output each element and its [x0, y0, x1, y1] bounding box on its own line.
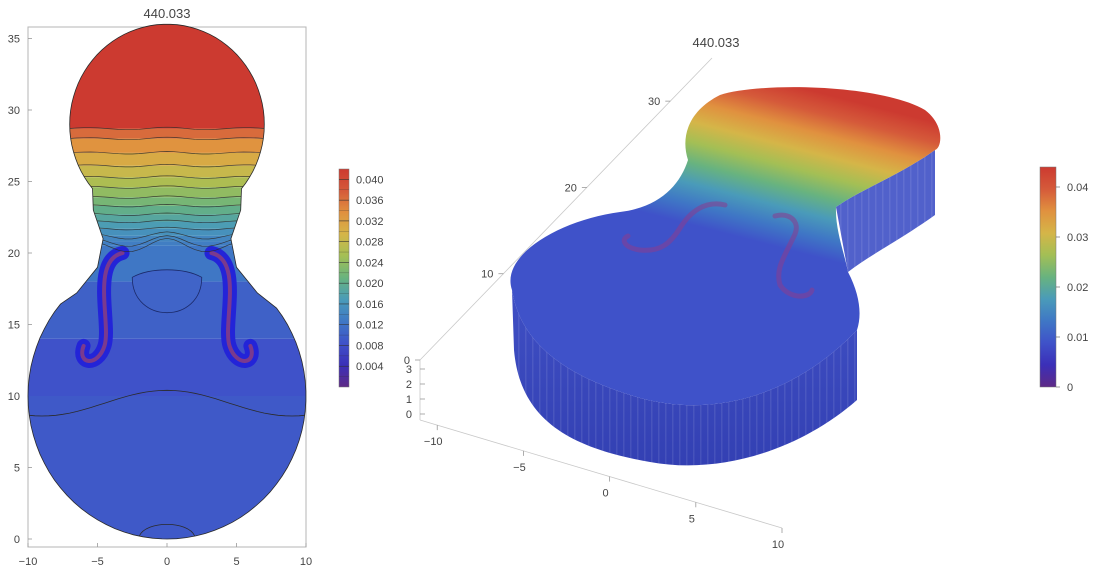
- colorbar-label-3d: 0.01: [1067, 332, 1088, 344]
- chart-title-3d: 440.033: [693, 35, 740, 50]
- density-band: [28, 396, 306, 539]
- colorbar-label-3d: 0: [1067, 382, 1073, 394]
- density-field: [27, 23, 307, 540]
- y-tick-label: 25: [8, 177, 20, 189]
- bounding-box: [419, 57, 783, 529]
- z-tick-label-3d: 0: [406, 409, 412, 421]
- slab-side-lower-stripes: [512, 290, 857, 466]
- colorbar-label: 0.032: [356, 216, 384, 228]
- colorbar-2d-labels: 0.040 0.036 0.032 0.028 0.024 0.020 0.016 0.012…: [356, 174, 384, 373]
- colorbar-label: 0.008: [356, 340, 384, 352]
- vortex-swirls: [75, 246, 259, 537]
- y-tick-label: 5: [14, 463, 20, 475]
- colorbar-label-3d: 0.02: [1067, 282, 1088, 294]
- x-tick-label: 10: [300, 556, 312, 568]
- x-tick-label: −10: [19, 556, 38, 568]
- y-tick-label: 30: [8, 105, 20, 117]
- domain-outline: [27, 23, 307, 540]
- density-band: [28, 24, 306, 129]
- colorbar-label-3d: 0.03: [1067, 232, 1088, 244]
- x-tick-label-3d: 0: [603, 488, 609, 500]
- x-tick-label-3d: 5: [689, 513, 695, 525]
- y-tick-label: 35: [8, 34, 20, 46]
- colorbar-label: 0.024: [356, 257, 384, 269]
- y-tick-label: 15: [8, 320, 20, 332]
- density-band: [28, 221, 306, 229]
- density-band: [28, 187, 306, 198]
- density-band: [28, 235, 306, 242]
- colorbar-label: 0.004: [356, 361, 384, 373]
- density-band: [28, 214, 306, 222]
- density-band: [28, 205, 306, 215]
- x-tick-label: 0: [164, 556, 170, 568]
- y-tick-label: 20: [8, 248, 20, 260]
- density-band: [28, 152, 306, 166]
- contour-line: [28, 151, 306, 155]
- axis-ticks: [27, 38, 307, 547]
- density-plot-3d: 440.033 −10 −5 0 5 10 0 10 20 30 0 1 2 3: [404, 35, 941, 551]
- colorbar-label: 0.036: [356, 195, 384, 207]
- z-tick-label-3d: 3: [406, 364, 412, 376]
- contour-line: [28, 136, 306, 141]
- colorbar-2d-bar: [338, 168, 350, 388]
- density-band: [28, 177, 306, 188]
- y-tick-label-3d: 20: [565, 182, 577, 194]
- bottom-contour: [138, 524, 196, 537]
- x-tick-label-3d: −5: [513, 462, 526, 474]
- z-tick-label-3d: 2: [406, 379, 412, 391]
- density-band: [28, 228, 306, 236]
- vortex-swirls-3d: [621, 201, 815, 299]
- z-tick-label-3d: 1: [406, 394, 412, 406]
- contour-plot-2d: 440.033 −10 −5 0 5 10 0 5 10 15 20 25 30 35: [8, 6, 312, 568]
- colorbar-label-3d: 0.04: [1067, 182, 1088, 194]
- y-tick-label-3d: 0: [404, 355, 410, 367]
- y-tick-label: 10: [8, 391, 20, 403]
- density-band: [28, 338, 306, 396]
- colorbar-3d-bar: [1039, 166, 1057, 388]
- colorbar-label: 0.020: [356, 278, 384, 290]
- x-tick-label-3d: 10: [772, 539, 784, 551]
- tick-labels-3d: −10 −5 0 5 10 0 10 20 30 0 1 2 3: [404, 96, 784, 551]
- colorbar-label: 0.016: [356, 299, 384, 311]
- density-band: [28, 197, 306, 206]
- colorbar-label: 0.028: [356, 237, 384, 249]
- y-tick-label-3d: 30: [648, 96, 660, 108]
- axis-ticks-3d: [415, 100, 783, 533]
- y-tick-label-3d: 10: [481, 269, 493, 281]
- colorbar-label: 0.012: [356, 320, 384, 332]
- density-band: [28, 128, 306, 139]
- x-tick-label-3d: −10: [424, 436, 443, 448]
- y-tick-label: 0: [14, 534, 20, 546]
- density-band: [28, 138, 306, 153]
- contour-line: [28, 389, 306, 417]
- slab-top-face: [510, 87, 941, 406]
- density-band: [28, 165, 306, 178]
- colorbar-2d: 0.040 0.036 0.032 0.028 0.024 0.020 0.016 0.012…: [338, 168, 384, 388]
- slab-side-upper-stripes: [836, 150, 935, 272]
- density-band: [28, 241, 306, 246]
- lobe-center: [131, 269, 203, 313]
- x-tick-label: 5: [233, 556, 239, 568]
- tick-labels: −10 −5 0 5 10 0 5 10 15 20 25 30 35: [8, 34, 312, 569]
- x-tick-label: −5: [91, 556, 104, 568]
- colorbar-3d: 0.04 0.03 0.02 0.01 0: [1039, 166, 1088, 394]
- colorbar-label: 0.040: [356, 174, 384, 186]
- slab: [510, 87, 941, 466]
- colorbar-2d-levels: [339, 179, 349, 377]
- colorbar-3d-labels: 0.04 0.03 0.02 0.01 0: [1056, 182, 1088, 394]
- chart-title: 440.033: [144, 6, 191, 21]
